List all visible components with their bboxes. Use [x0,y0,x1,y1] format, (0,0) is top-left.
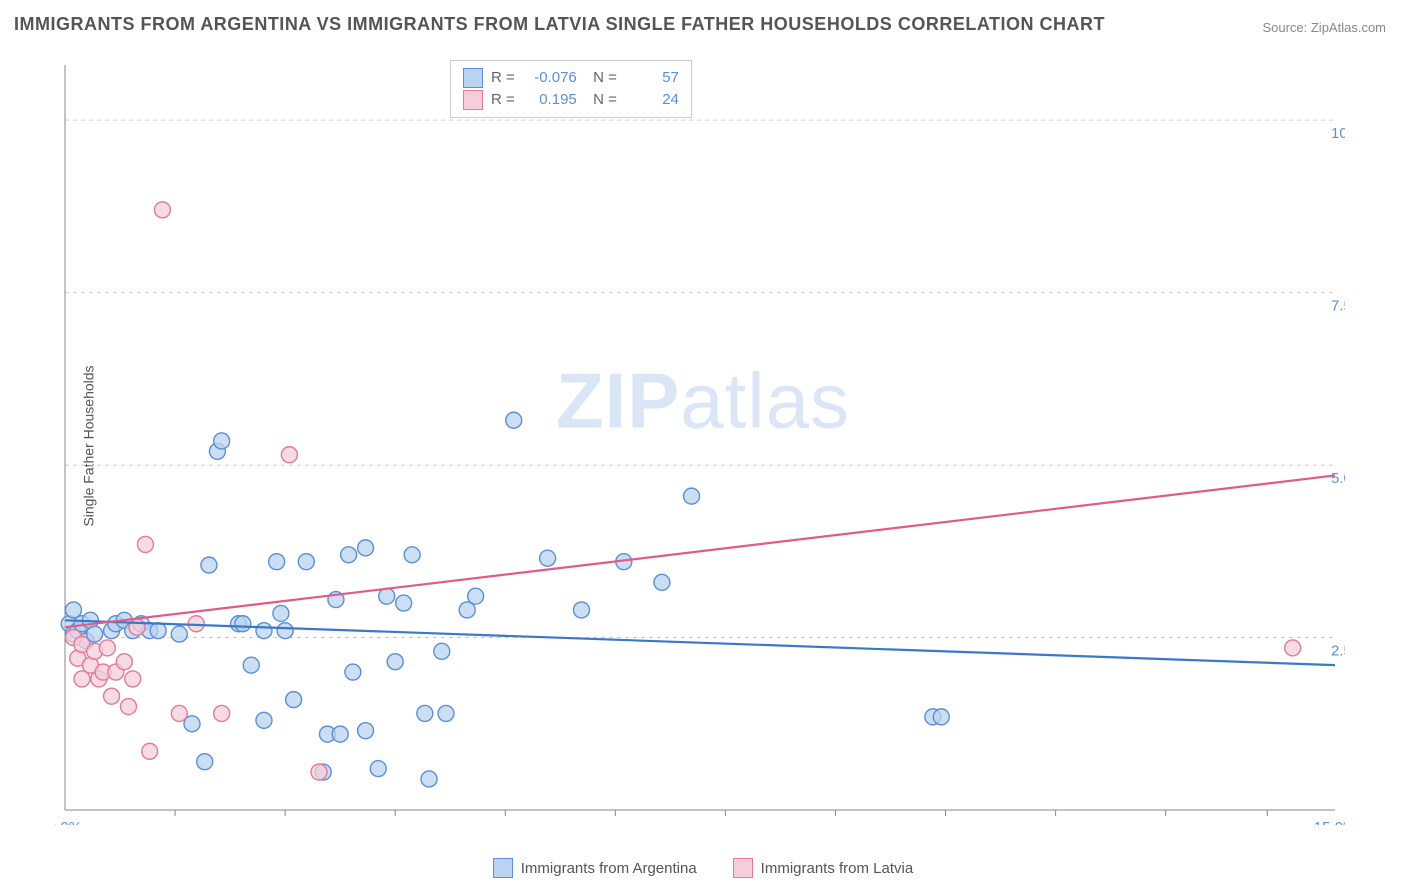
data-point [1285,640,1301,656]
data-point [684,488,700,504]
data-point [311,764,327,780]
data-point [243,657,259,673]
data-point [421,771,437,787]
data-point [197,754,213,770]
data-point [104,688,120,704]
data-point [387,654,403,670]
n-value: 57 [625,67,679,89]
data-point [277,623,293,639]
chart-title: IMMIGRANTS FROM ARGENTINA VS IMMIGRANTS … [14,14,1105,35]
data-point [171,705,187,721]
data-point [125,671,141,687]
data-point [370,761,386,777]
data-point [142,743,158,759]
legend-swatch [463,68,483,88]
chart-svg: 2.5% 5.0% 7.5% 10.0% 0.0% 15.0% [55,55,1345,825]
data-point [269,554,285,570]
data-point [235,616,251,632]
data-point [273,605,289,621]
chart-plot-area: 2.5% 5.0% 7.5% 10.0% 0.0% 15.0% [55,55,1345,825]
data-point [358,723,374,739]
data-point [214,705,230,721]
x-tick-label: 15.0% [1314,819,1345,825]
r-value: -0.076 [523,67,577,89]
data-point [345,664,361,680]
n-value: 24 [625,89,679,111]
data-point [434,643,450,659]
legend-row: R = -0.076 N = 57 [463,67,679,89]
data-point [154,202,170,218]
x-tick-label: 0.0% [55,819,82,825]
data-point [298,554,314,570]
data-point [379,588,395,604]
legend-swatch [733,858,753,878]
data-point [933,709,949,725]
data-point [171,626,187,642]
series-legend: Immigrants from Argentina Immigrants from… [0,858,1406,882]
data-point [256,712,272,728]
r-label: R = [491,67,515,89]
y-tick-label: 7.5% [1331,298,1345,315]
y-tick-label: 10.0% [1331,125,1345,142]
legend-item: Immigrants from Argentina [493,858,697,878]
legend-row: R = 0.195 N = 24 [463,89,679,111]
n-label: N = [585,89,617,111]
data-point [573,602,589,618]
data-point [99,640,115,656]
data-point [358,540,374,556]
data-point [150,623,166,639]
legend-label: Immigrants from Latvia [761,860,914,877]
legend-swatch [493,858,513,878]
data-point [506,412,522,428]
legend-swatch [463,90,483,110]
data-point [417,705,433,721]
data-point [341,547,357,563]
data-point [256,623,272,639]
data-point [121,699,137,715]
legend-label: Immigrants from Argentina [521,860,697,877]
y-tick-label: 2.5% [1331,643,1345,660]
r-value: 0.195 [523,89,577,111]
data-point [286,692,302,708]
data-point [137,536,153,552]
data-point [540,550,556,566]
data-point [201,557,217,573]
data-point [116,654,132,670]
data-point [654,574,670,590]
data-point [214,433,230,449]
y-tick-label: 5.0% [1331,470,1345,487]
data-point [438,705,454,721]
r-label: R = [491,89,515,111]
data-point [404,547,420,563]
correlation-legend: R = -0.076 N = 57 R = 0.195 N = 24 [450,60,692,118]
source-attribution: Source: ZipAtlas.com [1262,20,1386,35]
data-point [332,726,348,742]
data-point [396,595,412,611]
legend-item: Immigrants from Latvia [733,858,914,878]
data-point [281,447,297,463]
trend-line [65,475,1335,627]
data-point [468,588,484,604]
n-label: N = [585,67,617,89]
